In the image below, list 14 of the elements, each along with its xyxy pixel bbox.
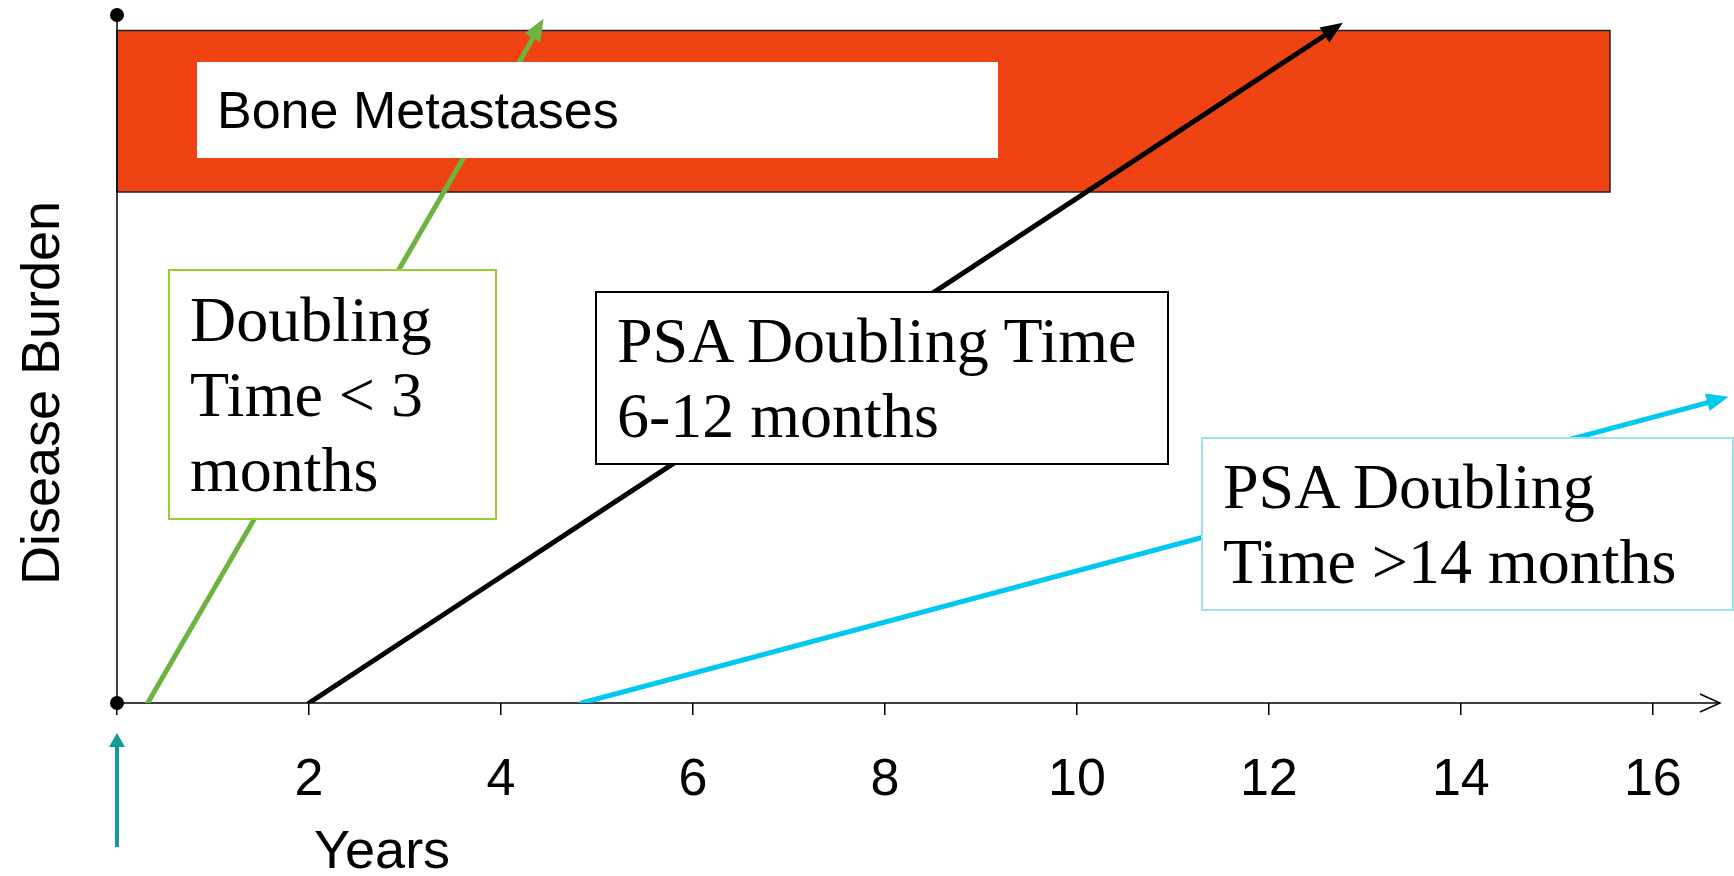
x-tick-label: 8 xyxy=(870,747,900,806)
x-tick-label: 2 xyxy=(294,747,324,806)
text-box: Bone Metastases xyxy=(197,62,998,159)
text-box: PSA Doubling Time >14 months xyxy=(1201,437,1734,611)
x-tick-label: 12 xyxy=(1239,747,1298,806)
text-box: Doubling Time < 3 months xyxy=(168,269,497,520)
x-axis-title: Years xyxy=(314,819,451,876)
x-tick-label: 14 xyxy=(1431,747,1490,806)
x-tick-label: 16 xyxy=(1623,747,1682,806)
x-tick-label: 6 xyxy=(678,747,708,806)
x-tick-label: 4 xyxy=(486,747,516,806)
x-tick-label: 10 xyxy=(1047,747,1106,806)
y-axis-title: Disease Burden xyxy=(10,200,70,586)
text-box: PSA Doubling Time 6-12 months xyxy=(595,291,1169,465)
